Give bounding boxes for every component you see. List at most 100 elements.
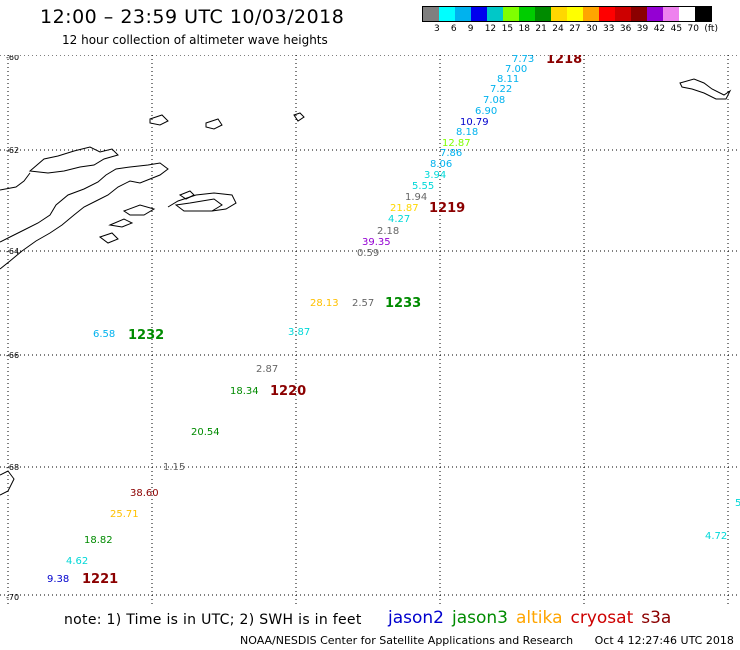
wave-height-label: 21.87 (390, 203, 419, 214)
coastline-vega (108, 218, 134, 228)
wave-height-label: 9.38 (47, 574, 69, 585)
legend-label: 39 (636, 24, 649, 34)
lat-label: -64 (6, 247, 19, 256)
wave-height-label: 6.58 (93, 329, 115, 340)
legend-label: 27 (569, 24, 581, 34)
wave-height-label: 1.94 (405, 192, 427, 203)
legend-color-bar (422, 6, 712, 22)
wave-height-label: 2.87 (256, 364, 278, 375)
legend-label: 15 (501, 24, 514, 34)
coastline-dundee (178, 190, 195, 200)
lat-label: -70 (6, 593, 19, 602)
wave-height-label: 18.82 (84, 535, 113, 546)
legend-label: 70 (687, 24, 699, 34)
coastline-south-orkney (679, 78, 732, 100)
pass-time-label: 1233 (385, 296, 421, 311)
legend-swatch (439, 7, 455, 21)
legend-swatch (631, 7, 647, 21)
wave-height-label: 25.71 (110, 509, 139, 520)
legend-label: 42 (653, 24, 666, 34)
wave-height-label: 39.35 (362, 237, 391, 248)
wave-height-label: 4.72 (705, 531, 727, 542)
wave-height-label: 4.27 (388, 214, 410, 225)
wave-height-label: 3.94 (424, 170, 446, 181)
footer: NOAA/NESDIS Center for Satellite Applica… (240, 634, 734, 647)
wave-height-label: 3.87 (288, 327, 310, 338)
legend-label: 45 (670, 24, 683, 34)
legend-swatch (615, 7, 631, 21)
legend-label: 3 (434, 24, 440, 34)
wave-height-label: 10.79 (460, 117, 489, 128)
coastline-king-george (149, 114, 169, 126)
footer-credit: NOAA/NESDIS Center for Satellite Applica… (240, 634, 574, 647)
legend-label: 6 (450, 24, 457, 34)
wave-height-label: 20.54 (191, 427, 220, 438)
wave-height-label: 8.18 (456, 127, 478, 138)
legend-label: 9 (467, 24, 474, 34)
legend-swatch (567, 7, 583, 21)
coastline-snowhill (98, 232, 119, 244)
legend-label: 18 (518, 24, 530, 34)
legend-labels: 3 6 9 12 15 18 21 24 27 30 33 36 39 42 45 70 (ft) (422, 22, 718, 36)
legend-label: 12 (484, 24, 497, 34)
pass-labels-layer: 1218 1219 1233 1232 1220 1221 (82, 55, 582, 587)
lat-label: -62 (6, 146, 19, 155)
wave-height-label: 7.00 (505, 64, 527, 75)
legend-swatch (663, 7, 679, 21)
satellite-legend: jason2 jason3 altika cryosat s3a (388, 608, 679, 628)
legend-swatch (519, 7, 535, 21)
wave-height-label: 7.73 (512, 55, 534, 65)
legend-label: 21 (535, 24, 547, 34)
legend-label: 33 (603, 24, 615, 34)
legend-label: 36 (619, 24, 632, 34)
observations-layer: 7.737.008.117.227.086.9010.798.1812.877.… (47, 55, 740, 585)
satellite-name: s3a (641, 608, 672, 628)
coastline-peninsula (0, 162, 169, 270)
legend-swatch (455, 7, 471, 21)
legend-swatch (487, 7, 503, 21)
wave-height-legend: 3 6 9 12 15 18 21 24 27 30 33 36 39 42 45 70 (ft) (422, 6, 718, 36)
wave-height-label: 18.34 (230, 386, 259, 397)
satellite-name: jason2 (388, 608, 444, 628)
legend-swatch (503, 7, 519, 21)
footnote: note: 1) Time is in UTC; 2) SWH is in fe… (64, 612, 362, 628)
coastline-clarence-isl (293, 112, 305, 122)
pass-time-label: 1219 (429, 201, 465, 216)
satellite-name: cryosat (570, 608, 634, 628)
legend-swatch (551, 7, 567, 21)
lat-label: -66 (6, 351, 19, 360)
coastline-peninsula-tip (174, 198, 223, 212)
wave-height-label: 1.15 (163, 462, 185, 473)
wave-height-label: 8.11 (497, 74, 519, 85)
wave-height-label: 5 (735, 498, 740, 509)
wave-height-label: 4.62 (66, 556, 88, 567)
coastline-larsen (0, 470, 15, 496)
wave-height-label: 5.55 (412, 181, 434, 192)
legend-swatch (599, 7, 615, 21)
latitude-labels: -60 -62 -64 -66 -68 -70 (6, 55, 19, 602)
wave-height-label: 7.86 (440, 148, 462, 159)
legend-swatch (695, 7, 711, 21)
wave-height-label: 38.60 (130, 488, 159, 499)
wave-height-label: 6.90 (475, 106, 497, 117)
map-subtitle: 12 hour collection of altimeter wave hei… (62, 33, 328, 47)
satellite-name: jason3 (452, 608, 508, 628)
wave-height-label: 8.06 (430, 159, 452, 170)
wave-height-label: 7.08 (483, 95, 505, 106)
coastline-joinville (167, 192, 237, 212)
pass-time-label: 1218 (546, 55, 582, 67)
legend-swatch (679, 7, 695, 21)
lat-label: -60 (6, 55, 19, 62)
wave-height-label: 12.87 (442, 138, 471, 149)
map-title: 12:00 – 23:59 UTC 10/03/2018 (40, 6, 345, 28)
legend-swatch (471, 7, 487, 21)
legend-label: (ft) (704, 24, 718, 34)
legend-label: 24 (552, 24, 564, 34)
lat-label: -68 (6, 463, 19, 472)
footer-timestamp: Oct 4 12:27:46 UTC 2018 (594, 634, 734, 647)
coastline-south-shetland (28, 146, 119, 174)
legend-swatch (423, 7, 439, 21)
pass-time-label: 1221 (82, 572, 118, 587)
legend-label: 30 (586, 24, 598, 34)
coastline-ross-isl (122, 204, 156, 216)
